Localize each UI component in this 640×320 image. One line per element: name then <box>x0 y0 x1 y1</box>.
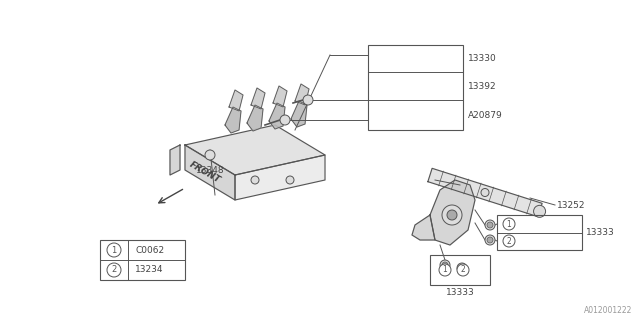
Text: 1: 1 <box>507 220 511 228</box>
Polygon shape <box>235 155 325 200</box>
Circle shape <box>439 264 451 276</box>
Polygon shape <box>428 168 542 217</box>
Polygon shape <box>185 145 235 200</box>
Circle shape <box>107 263 121 277</box>
Circle shape <box>487 237 493 243</box>
Circle shape <box>503 235 515 247</box>
Text: A20879: A20879 <box>468 110 503 119</box>
Polygon shape <box>225 107 241 133</box>
Circle shape <box>457 263 467 273</box>
Bar <box>100 240 185 280</box>
Circle shape <box>481 188 489 196</box>
Text: 2: 2 <box>461 266 465 275</box>
Circle shape <box>447 210 457 220</box>
Polygon shape <box>430 180 475 245</box>
Text: 13330: 13330 <box>468 53 497 62</box>
Circle shape <box>534 205 545 217</box>
Polygon shape <box>229 90 243 111</box>
Polygon shape <box>412 215 435 240</box>
Circle shape <box>485 235 495 245</box>
Polygon shape <box>269 103 285 129</box>
Circle shape <box>303 95 313 105</box>
Circle shape <box>487 222 493 228</box>
Polygon shape <box>247 105 263 131</box>
Circle shape <box>459 265 465 271</box>
Polygon shape <box>291 101 307 127</box>
Circle shape <box>485 220 495 230</box>
Polygon shape <box>295 84 309 105</box>
Bar <box>368 45 463 130</box>
Circle shape <box>280 115 290 125</box>
Text: A012001222: A012001222 <box>584 306 632 315</box>
Text: 13348: 13348 <box>196 166 224 175</box>
Circle shape <box>286 176 294 184</box>
Circle shape <box>442 262 448 268</box>
Circle shape <box>205 150 215 160</box>
Polygon shape <box>273 86 287 107</box>
Text: 13252: 13252 <box>557 201 586 210</box>
Bar <box>430 255 490 285</box>
Circle shape <box>442 205 462 225</box>
Text: 2: 2 <box>111 266 116 275</box>
Circle shape <box>251 176 259 184</box>
Circle shape <box>457 264 469 276</box>
Text: 13333: 13333 <box>586 228 615 237</box>
Text: 1: 1 <box>111 245 116 254</box>
Text: 1: 1 <box>443 266 447 275</box>
Text: 13392: 13392 <box>468 82 497 91</box>
Circle shape <box>440 260 450 270</box>
Circle shape <box>107 243 121 257</box>
Circle shape <box>503 218 515 230</box>
Text: C0062: C0062 <box>135 245 164 254</box>
Text: 13234: 13234 <box>135 266 163 275</box>
Polygon shape <box>251 88 265 109</box>
Polygon shape <box>185 125 325 175</box>
Text: 13333: 13333 <box>445 288 474 297</box>
Bar <box>497 215 582 250</box>
Polygon shape <box>170 145 180 175</box>
Text: FRONT: FRONT <box>188 160 222 185</box>
Text: 2: 2 <box>507 236 511 245</box>
